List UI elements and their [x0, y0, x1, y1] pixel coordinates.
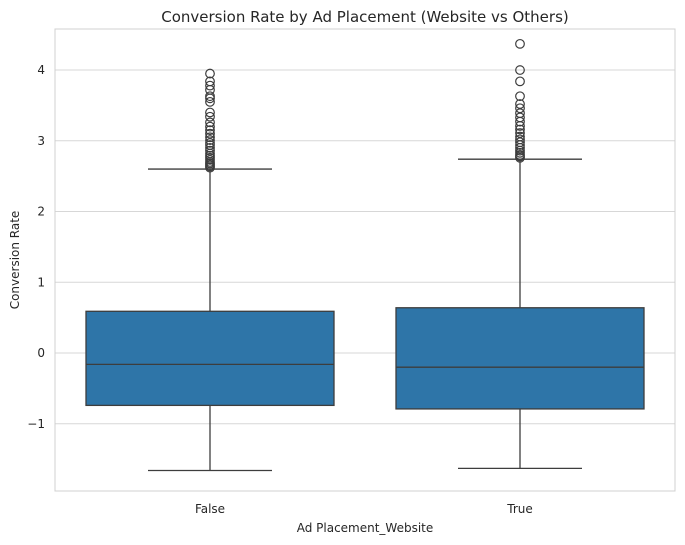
outlier-point	[515, 76, 525, 87]
outlier-point	[205, 111, 215, 122]
outlier-point	[205, 128, 215, 139]
y-tick-label: 1	[37, 275, 45, 289]
outlier-point	[515, 91, 525, 102]
x-tick-label: True	[506, 502, 533, 516]
outlier-point	[515, 131, 525, 142]
outlier-point	[205, 76, 215, 87]
box-group	[395, 38, 645, 470]
outlier-point	[515, 65, 525, 75]
plot-area-frame	[54, 28, 676, 492]
y-tick-label: 0	[37, 346, 45, 360]
outlier-point	[515, 38, 525, 49]
outlier-point	[515, 128, 525, 138]
box-group	[85, 68, 335, 472]
x-axis-label: Ad Placement_Website	[297, 521, 434, 535]
y-tick-label: 4	[37, 63, 45, 77]
outlier-point	[515, 134, 525, 145]
outlier-point	[205, 145, 215, 156]
boxes-layer	[85, 38, 645, 472]
outlier-point	[205, 107, 215, 118]
box-iqr	[85, 310, 335, 407]
y-tick-label: 3	[37, 134, 45, 148]
outlier-point	[515, 99, 525, 109]
outlier-point	[205, 135, 215, 145]
outlier-point	[205, 117, 215, 128]
box-iqr	[395, 307, 645, 410]
outlier-point	[205, 121, 215, 132]
x-tick-labels: False True	[195, 502, 533, 516]
y-tick-labels: −1 0 1 2 3 4	[27, 63, 45, 431]
outlier-point	[515, 124, 525, 135]
outlier-point	[205, 80, 215, 91]
outlier-point	[205, 142, 215, 153]
x-tick-label: False	[195, 502, 225, 516]
outlier-point	[205, 96, 215, 107]
outlier-point	[515, 103, 525, 114]
chart-title: Conversion Rate by Ad Placement (Website…	[161, 8, 569, 26]
y-tick-label: 2	[37, 205, 45, 219]
y-tick-label: −1	[27, 417, 45, 431]
outlier-point	[205, 91, 215, 102]
outlier-point	[205, 125, 215, 136]
y-axis-label: Conversion Rate	[8, 211, 22, 310]
outlier-point	[205, 132, 215, 143]
outlier-point	[205, 68, 215, 79]
